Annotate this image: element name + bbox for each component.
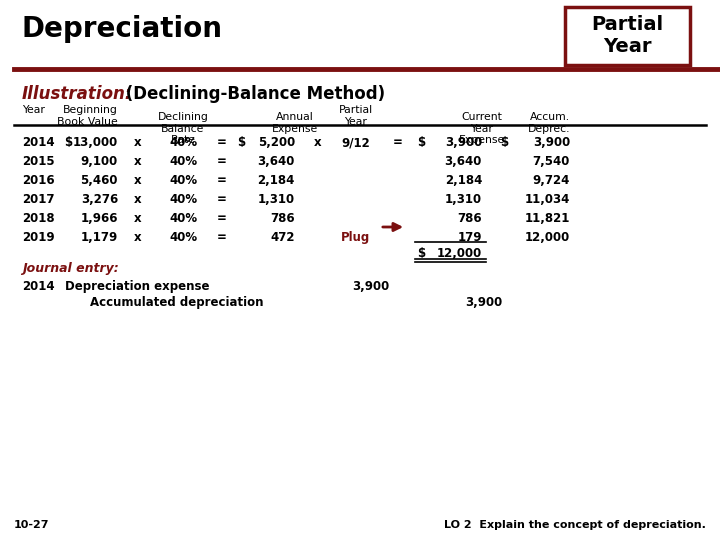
Text: $: $ — [417, 247, 425, 260]
Text: 179: 179 — [457, 231, 482, 244]
Text: 1,310: 1,310 — [445, 193, 482, 206]
Text: 1,179: 1,179 — [81, 231, 118, 244]
Text: 3,900: 3,900 — [465, 296, 503, 309]
Text: Year: Year — [22, 105, 45, 115]
Text: =: = — [393, 136, 403, 149]
Text: 3,900: 3,900 — [533, 136, 570, 149]
Text: Beginning
Book Value: Beginning Book Value — [58, 105, 118, 126]
Text: 12,000: 12,000 — [437, 247, 482, 260]
Text: 9/12: 9/12 — [341, 136, 370, 149]
Text: 40%: 40% — [169, 155, 197, 168]
Text: 2015: 2015 — [22, 155, 55, 168]
Text: =: = — [217, 212, 227, 225]
Text: $: $ — [237, 136, 245, 149]
Text: 786: 786 — [457, 212, 482, 225]
Text: Accumulated depreciation: Accumulated depreciation — [90, 296, 264, 309]
Text: 40%: 40% — [169, 212, 197, 225]
Text: Illustration:: Illustration: — [22, 85, 132, 103]
Text: 3,640: 3,640 — [445, 155, 482, 168]
Text: 3,276: 3,276 — [81, 193, 118, 206]
Text: Declining
Balance
Rate: Declining Balance Rate — [158, 112, 208, 145]
Text: 40%: 40% — [169, 193, 197, 206]
Text: 1,310: 1,310 — [258, 193, 295, 206]
Text: 786: 786 — [271, 212, 295, 225]
Text: (Declining-Balance Method): (Declining-Balance Method) — [120, 85, 385, 103]
Text: x: x — [134, 174, 142, 187]
Text: 1,966: 1,966 — [81, 212, 118, 225]
Text: 10-27: 10-27 — [14, 520, 50, 530]
Text: =: = — [217, 231, 227, 244]
Text: 11,821: 11,821 — [525, 212, 570, 225]
Text: 7,540: 7,540 — [533, 155, 570, 168]
Text: 5,460: 5,460 — [81, 174, 118, 187]
Text: Plug: Plug — [341, 231, 371, 244]
Text: 472: 472 — [271, 231, 295, 244]
Text: 2017: 2017 — [22, 193, 55, 206]
Text: $: $ — [417, 136, 425, 149]
Text: x: x — [134, 155, 142, 168]
Text: 2018: 2018 — [22, 212, 55, 225]
Text: 40%: 40% — [169, 174, 197, 187]
Text: 3,900: 3,900 — [352, 280, 390, 293]
Text: 2014: 2014 — [22, 136, 55, 149]
Text: Journal entry:: Journal entry: — [22, 262, 119, 275]
Text: $: $ — [500, 136, 508, 149]
Text: =: = — [217, 136, 227, 149]
Text: 2,184: 2,184 — [445, 174, 482, 187]
Text: 40%: 40% — [169, 136, 197, 149]
Text: 9,100: 9,100 — [81, 155, 118, 168]
Text: =: = — [217, 174, 227, 187]
Text: x: x — [134, 212, 142, 225]
Text: 9,724: 9,724 — [533, 174, 570, 187]
Text: =: = — [217, 193, 227, 206]
Text: LO 2  Explain the concept of depreciation.: LO 2 Explain the concept of depreciation… — [444, 520, 706, 530]
Text: 2,184: 2,184 — [258, 174, 295, 187]
Text: 2016: 2016 — [22, 174, 55, 187]
Text: 11,034: 11,034 — [525, 193, 570, 206]
Text: 3,640: 3,640 — [258, 155, 295, 168]
Text: 5,200: 5,200 — [258, 136, 295, 149]
Text: Accum.
Deprec.: Accum. Deprec. — [528, 112, 570, 133]
Text: $: $ — [64, 136, 72, 149]
Text: 12,000: 12,000 — [525, 231, 570, 244]
Text: Partial
Year: Partial Year — [591, 16, 664, 57]
FancyBboxPatch shape — [565, 7, 690, 65]
Text: =: = — [217, 155, 227, 168]
Text: x: x — [134, 136, 142, 149]
Text: 2019: 2019 — [22, 231, 55, 244]
Text: x: x — [134, 231, 142, 244]
Text: Depreciation: Depreciation — [22, 15, 223, 43]
Text: 13,000: 13,000 — [73, 136, 118, 149]
Text: Annual
Expense: Annual Expense — [272, 112, 318, 133]
Text: 3,900: 3,900 — [445, 136, 482, 149]
Text: x: x — [314, 136, 322, 149]
Text: x: x — [134, 193, 142, 206]
Text: Current
Year
Expense: Current Year Expense — [459, 112, 505, 145]
Text: Partial
Year: Partial Year — [339, 105, 373, 126]
Text: 40%: 40% — [169, 231, 197, 244]
Text: 2014: 2014 — [22, 280, 55, 293]
Text: Depreciation expense: Depreciation expense — [65, 280, 210, 293]
